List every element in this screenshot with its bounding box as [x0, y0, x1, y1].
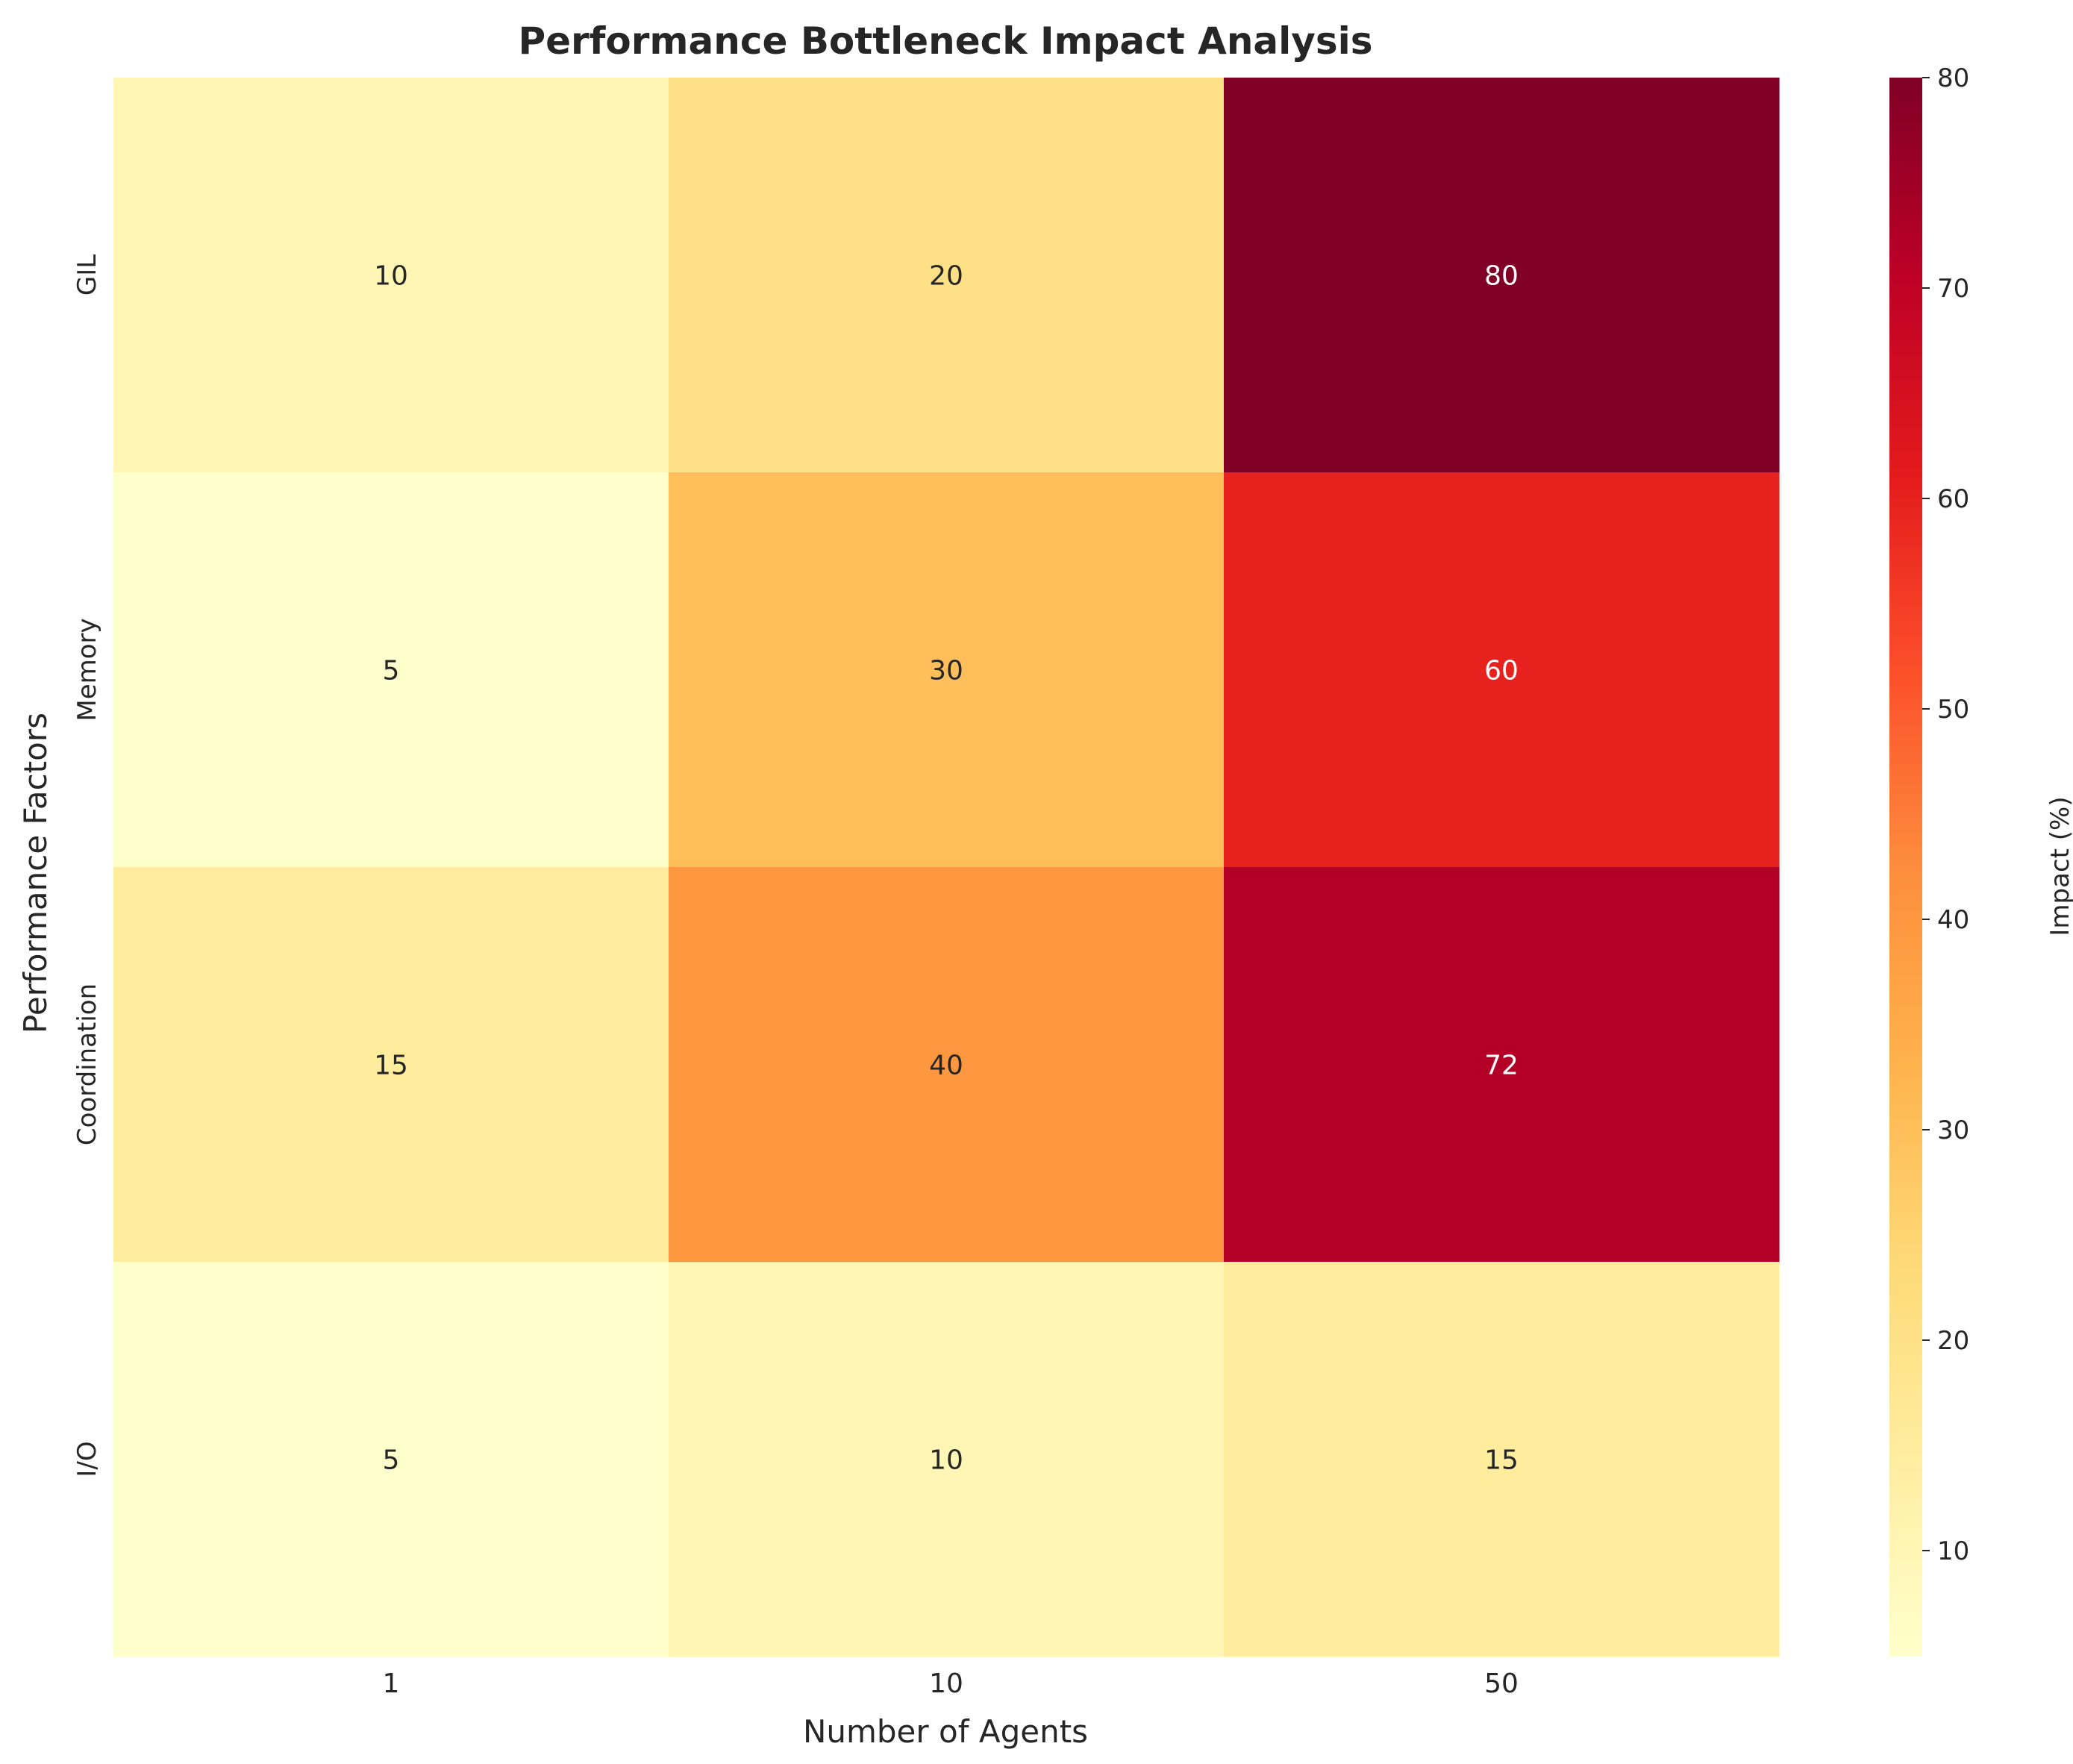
cell-value-label: 15 [1484, 1445, 1519, 1476]
heatmap-cell [1224, 1262, 1780, 1657]
heatmap-cell [669, 1262, 1225, 1657]
x-tick-label: 10 [929, 1668, 963, 1699]
cell-value-label: 80 [1484, 261, 1519, 292]
colorbar-tick-label: 60 [1937, 484, 1969, 514]
x-tick-label: 1 [383, 1668, 400, 1699]
y-tick-label: I/O [72, 1441, 102, 1477]
y-tick-label: Coordination [72, 983, 102, 1145]
colorbar-tick-label: 50 [1937, 695, 1969, 725]
y-tick-label: Memory [72, 618, 102, 721]
chart-title: Performance Bottleneck Impact Analysis [518, 19, 1372, 63]
cell-value-label: 20 [929, 261, 963, 292]
heatmap-cell-labels: 10 20 80 5 30 60 15 40 72 5 10 15 [374, 261, 1519, 1476]
heatmap-cell [113, 1262, 669, 1657]
colorbar-tick-label: 80 [1937, 63, 1969, 93]
heatmap-cell [1224, 867, 1780, 1263]
colorbar-tick-label: 20 [1937, 1326, 1969, 1356]
colorbar-tick-label: 10 [1937, 1536, 1969, 1566]
heatmap-cell [113, 472, 669, 868]
colorbar-tick-label: 30 [1937, 1116, 1969, 1145]
heatmap-cell [1224, 78, 1780, 473]
colorbar [1889, 78, 1922, 1656]
y-tick-label: GIL [72, 254, 102, 295]
cell-value-label: 10 [929, 1445, 963, 1476]
heatmap-cell [113, 867, 669, 1263]
cell-value-label: 40 [929, 1051, 963, 1081]
colorbar-tick-label: 40 [1937, 905, 1969, 935]
heatmap-cell [113, 78, 669, 473]
y-axis-tick-labels: GIL Memory Coordination I/O [72, 254, 102, 1477]
cell-value-label: 72 [1484, 1051, 1519, 1081]
x-axis-tick-labels: 1 10 50 [383, 1668, 1519, 1699]
cell-value-label: 5 [383, 656, 400, 686]
heatmap-cells [113, 78, 1780, 1657]
heatmap-cell [669, 78, 1225, 473]
cell-value-label: 60 [1484, 656, 1519, 686]
heatmap-cell [1224, 472, 1780, 868]
cell-value-label: 10 [374, 261, 408, 292]
x-axis-label: Number of Agents [803, 1713, 1088, 1750]
x-tick-label: 50 [1484, 1668, 1519, 1699]
colorbar-tick-labels: 10 20 30 40 50 60 70 80 [1922, 63, 1969, 1566]
cell-value-label: 30 [929, 656, 963, 686]
heatmap-cell [669, 472, 1225, 868]
colorbar-tick-label: 70 [1937, 274, 1969, 304]
colorbar-label: Impact (%) [2045, 796, 2073, 936]
cell-value-label: 15 [374, 1051, 408, 1081]
y-axis-label: Performance Factors [17, 713, 54, 1033]
heatmap-cell [669, 867, 1225, 1263]
cell-value-label: 5 [383, 1445, 400, 1476]
